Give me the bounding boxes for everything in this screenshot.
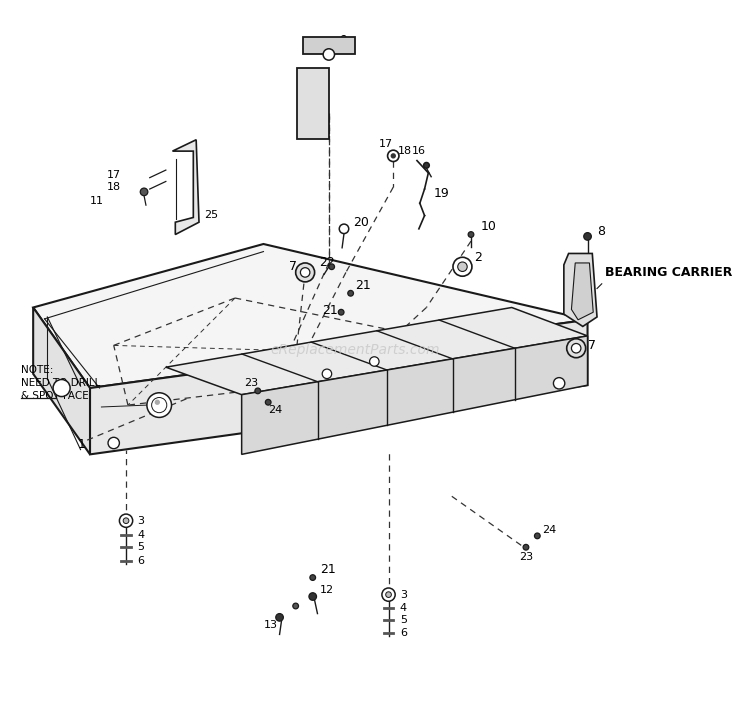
Text: 8: 8 bbox=[597, 225, 605, 238]
Circle shape bbox=[108, 437, 119, 448]
Circle shape bbox=[535, 533, 540, 539]
Circle shape bbox=[468, 232, 474, 238]
Circle shape bbox=[338, 309, 344, 315]
Text: 1: 1 bbox=[78, 439, 86, 451]
Text: 25: 25 bbox=[204, 209, 218, 220]
Text: 7: 7 bbox=[587, 339, 596, 352]
Circle shape bbox=[572, 343, 581, 353]
Polygon shape bbox=[296, 68, 328, 139]
Circle shape bbox=[309, 593, 316, 601]
Text: 2: 2 bbox=[474, 251, 482, 264]
Circle shape bbox=[392, 154, 395, 158]
Circle shape bbox=[296, 263, 314, 282]
Text: 23: 23 bbox=[244, 379, 259, 388]
Circle shape bbox=[382, 588, 395, 601]
Circle shape bbox=[140, 188, 148, 196]
Text: 22: 22 bbox=[320, 257, 335, 269]
Circle shape bbox=[147, 393, 172, 417]
Text: BEARING CARRIER: BEARING CARRIER bbox=[604, 266, 732, 279]
Circle shape bbox=[53, 379, 70, 397]
Text: 21: 21 bbox=[320, 563, 336, 577]
Polygon shape bbox=[303, 37, 355, 54]
Text: 10: 10 bbox=[481, 221, 496, 233]
Circle shape bbox=[370, 357, 379, 366]
Text: 4: 4 bbox=[137, 530, 145, 540]
Circle shape bbox=[155, 400, 159, 404]
Text: 11: 11 bbox=[90, 197, 104, 207]
Circle shape bbox=[323, 49, 334, 60]
Text: 18: 18 bbox=[107, 182, 122, 192]
Circle shape bbox=[458, 262, 467, 271]
Text: 4: 4 bbox=[400, 603, 407, 613]
Circle shape bbox=[276, 613, 284, 621]
Polygon shape bbox=[33, 307, 90, 455]
Circle shape bbox=[119, 514, 133, 527]
Text: 24: 24 bbox=[542, 525, 556, 535]
Polygon shape bbox=[172, 140, 199, 235]
Text: 21: 21 bbox=[322, 304, 338, 317]
Polygon shape bbox=[90, 320, 587, 455]
Text: NOTE:
NEED TO DRILL
& SPOT FACE: NOTE: NEED TO DRILL & SPOT FACE bbox=[21, 365, 101, 402]
Text: 18: 18 bbox=[398, 146, 412, 156]
Text: eReplacementParts.com: eReplacementParts.com bbox=[271, 343, 440, 357]
Text: 13: 13 bbox=[263, 620, 278, 630]
Text: 9: 9 bbox=[339, 34, 347, 47]
Text: 5: 5 bbox=[137, 542, 145, 552]
Circle shape bbox=[266, 400, 271, 405]
Text: 7: 7 bbox=[289, 260, 297, 274]
Polygon shape bbox=[564, 254, 597, 326]
Polygon shape bbox=[572, 263, 593, 320]
Circle shape bbox=[339, 224, 349, 233]
Circle shape bbox=[523, 544, 529, 550]
Text: 12: 12 bbox=[320, 585, 334, 595]
Text: 6: 6 bbox=[137, 556, 145, 565]
Circle shape bbox=[567, 339, 586, 357]
Text: 19: 19 bbox=[434, 188, 450, 200]
Circle shape bbox=[152, 398, 166, 412]
Circle shape bbox=[310, 575, 316, 580]
Text: 3: 3 bbox=[400, 589, 407, 600]
Circle shape bbox=[453, 257, 472, 276]
Circle shape bbox=[292, 603, 298, 609]
Circle shape bbox=[328, 264, 334, 269]
Text: 17: 17 bbox=[379, 140, 393, 149]
Polygon shape bbox=[166, 307, 587, 395]
Circle shape bbox=[255, 388, 260, 393]
Circle shape bbox=[322, 369, 332, 379]
Circle shape bbox=[584, 233, 591, 240]
Text: 5: 5 bbox=[400, 615, 407, 625]
Polygon shape bbox=[242, 336, 587, 455]
Text: 6: 6 bbox=[400, 627, 407, 637]
Text: 3: 3 bbox=[137, 516, 145, 526]
Circle shape bbox=[386, 591, 392, 597]
Text: 21: 21 bbox=[356, 279, 371, 292]
Text: 16: 16 bbox=[413, 146, 426, 156]
Circle shape bbox=[554, 378, 565, 389]
Circle shape bbox=[301, 268, 310, 277]
Circle shape bbox=[348, 290, 353, 296]
Polygon shape bbox=[33, 244, 587, 388]
Text: 17: 17 bbox=[107, 170, 122, 180]
Text: 23: 23 bbox=[519, 552, 533, 562]
Text: 20: 20 bbox=[353, 216, 369, 228]
Circle shape bbox=[388, 150, 399, 161]
Circle shape bbox=[424, 162, 429, 168]
Text: 24: 24 bbox=[268, 405, 283, 415]
Circle shape bbox=[123, 518, 129, 524]
